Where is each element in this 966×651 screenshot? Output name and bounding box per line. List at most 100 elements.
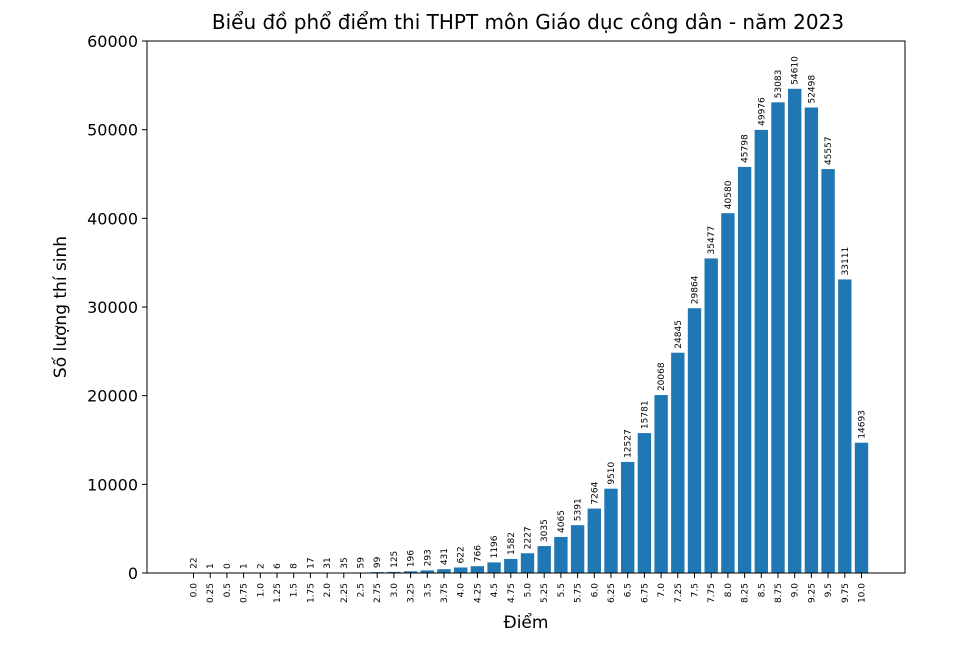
x-tick-label-2.25: 2.25 xyxy=(340,583,350,603)
bar-9.5 xyxy=(821,169,835,573)
value-label-9.75: 33111 xyxy=(841,247,851,276)
value-label-4.5: 1196 xyxy=(490,535,500,558)
value-label-8.0: 40580 xyxy=(724,180,734,209)
x-tick-label-9.25: 9.25 xyxy=(807,583,817,603)
y-axis-label: Số lượng thí sinh xyxy=(50,236,71,378)
value-label-8.5: 49976 xyxy=(757,97,767,126)
y-tick-label-30000: 30000 xyxy=(87,298,138,317)
value-label-4.75: 1582 xyxy=(507,532,517,555)
y-tick-label-10000: 10000 xyxy=(87,475,138,494)
value-label-3.5: 293 xyxy=(423,549,433,566)
bar-8.0 xyxy=(721,213,735,573)
x-tick-label-7.5: 7.5 xyxy=(691,583,701,597)
value-label-6.75: 15781 xyxy=(640,400,650,429)
value-label-7.0: 20068 xyxy=(657,362,667,391)
bar-8.5 xyxy=(754,129,768,573)
bar-6.5 xyxy=(621,461,635,573)
bar-4.25 xyxy=(470,566,485,573)
value-label-4.25: 766 xyxy=(473,545,483,562)
bar-7.0 xyxy=(654,395,668,573)
bar-3.0 xyxy=(387,571,401,573)
value-label-1.5: 8 xyxy=(290,563,300,569)
x-tick-label-0.0: 0.0 xyxy=(190,583,200,598)
x-tick-label-6.5: 6.5 xyxy=(624,583,634,597)
bar-9.0 xyxy=(788,88,802,573)
x-tick-label-1.25: 1.25 xyxy=(273,583,283,603)
y-axis-ticks: 0 10000 20000 30000 40000 50000 60000 xyxy=(87,32,147,583)
x-tick-label-6.75: 6.75 xyxy=(640,583,650,603)
value-label-6.0: 7264 xyxy=(590,481,600,504)
y-tick-label-40000: 40000 xyxy=(87,209,138,228)
value-label-7.75: 35477 xyxy=(707,226,717,255)
y-tick-label-20000: 20000 xyxy=(87,387,138,406)
bar-5.5 xyxy=(554,536,568,573)
bar-4.0 xyxy=(454,567,468,573)
y-tick-label-0: 0 xyxy=(128,564,138,583)
x-tick-label-4.5: 4.5 xyxy=(490,583,500,597)
value-label-2.25: 35 xyxy=(340,557,350,568)
value-label-0.25: 1 xyxy=(206,563,216,569)
x-tick-label-3.5: 3.5 xyxy=(423,583,433,597)
x-tick-label-7.0: 7.0 xyxy=(657,583,667,598)
x-tick-label-2.0: 2.0 xyxy=(323,583,333,598)
value-label-7.25: 24845 xyxy=(674,320,684,349)
x-tick-label-2.5: 2.5 xyxy=(357,583,367,597)
value-label-5.25: 3035 xyxy=(540,519,550,542)
x-tick-label-1.75: 1.75 xyxy=(306,583,316,603)
bar-5.25 xyxy=(537,546,551,573)
x-axis-label: Điểm xyxy=(504,612,549,633)
plot-frame xyxy=(146,40,906,574)
bar-3.5 xyxy=(420,570,434,573)
bar-8.25 xyxy=(737,166,752,574)
value-label-3.75: 431 xyxy=(440,548,450,565)
bar-5.75 xyxy=(570,525,585,573)
chart-title: Biểu đồ phổ điểm thi THPT môn Giáo dục c… xyxy=(212,10,844,34)
value-label-8.75: 53083 xyxy=(774,70,784,99)
x-tick-label-6.25: 6.25 xyxy=(607,583,617,603)
value-label-5.0: 2227 xyxy=(524,526,534,549)
x-tick-label-3.0: 3.0 xyxy=(390,583,400,598)
value-label-6.25: 9510 xyxy=(607,462,617,485)
bar-7.25 xyxy=(671,352,685,573)
x-axis-ticks: 0.0 0.25 0.5 0.75 1.0 1.25 1.5 1.75 2.0 2.25 2.5 2.… xyxy=(190,573,868,603)
value-label-8.25: 45798 xyxy=(741,134,751,163)
x-tick-label-8.25: 8.25 xyxy=(741,583,751,603)
value-label-2.5: 59 xyxy=(357,557,367,569)
value-labels-group: 22 1 0 1 2 6 8 17 31 35 59 99 125 196 293 431 622 766 1196… xyxy=(190,56,868,569)
bar-6.75 xyxy=(637,433,652,573)
x-tick-label-4.25: 4.25 xyxy=(473,583,483,603)
bar-7.5 xyxy=(687,308,702,573)
y-tick-label-60000: 60000 xyxy=(87,32,138,51)
bar-3.75 xyxy=(437,569,451,573)
bar-4.5 xyxy=(487,562,501,573)
value-label-4.0: 622 xyxy=(457,546,467,563)
x-tick-label-9.0: 9.0 xyxy=(791,583,801,598)
value-label-2.75: 99 xyxy=(373,556,383,568)
bar-5.0 xyxy=(520,553,535,573)
value-label-3.0: 125 xyxy=(390,551,400,568)
x-tick-label-7.25: 7.25 xyxy=(674,583,684,603)
bar-8.75 xyxy=(771,102,785,573)
value-label-1.25: 6 xyxy=(273,563,283,569)
x-tick-label-4.0: 4.0 xyxy=(457,583,467,598)
bar-6.0 xyxy=(587,508,601,573)
bar-6.25 xyxy=(604,488,618,573)
x-tick-label-8.5: 8.5 xyxy=(757,583,767,597)
x-tick-label-5.0: 5.0 xyxy=(524,583,534,598)
x-tick-label-7.75: 7.75 xyxy=(707,583,717,603)
value-label-0.0: 22 xyxy=(190,557,200,568)
bar-4.75 xyxy=(504,558,518,573)
bar-7.75 xyxy=(704,258,718,573)
x-tick-label-1.5: 1.5 xyxy=(290,583,300,597)
x-tick-label-9.75: 9.75 xyxy=(841,583,851,603)
bar-3.25 xyxy=(403,571,418,573)
value-label-9.5: 45557 xyxy=(824,136,834,165)
x-tick-label-0.5: 0.5 xyxy=(223,583,233,597)
x-tick-label-3.25: 3.25 xyxy=(407,583,417,603)
bar-10.0 xyxy=(854,442,869,573)
bar-9.75 xyxy=(838,279,852,573)
x-tick-label-5.25: 5.25 xyxy=(540,583,550,603)
x-tick-label-4.75: 4.75 xyxy=(507,583,517,603)
value-label-2.0: 31 xyxy=(323,557,333,568)
value-label-9.0: 54610 xyxy=(791,56,801,85)
